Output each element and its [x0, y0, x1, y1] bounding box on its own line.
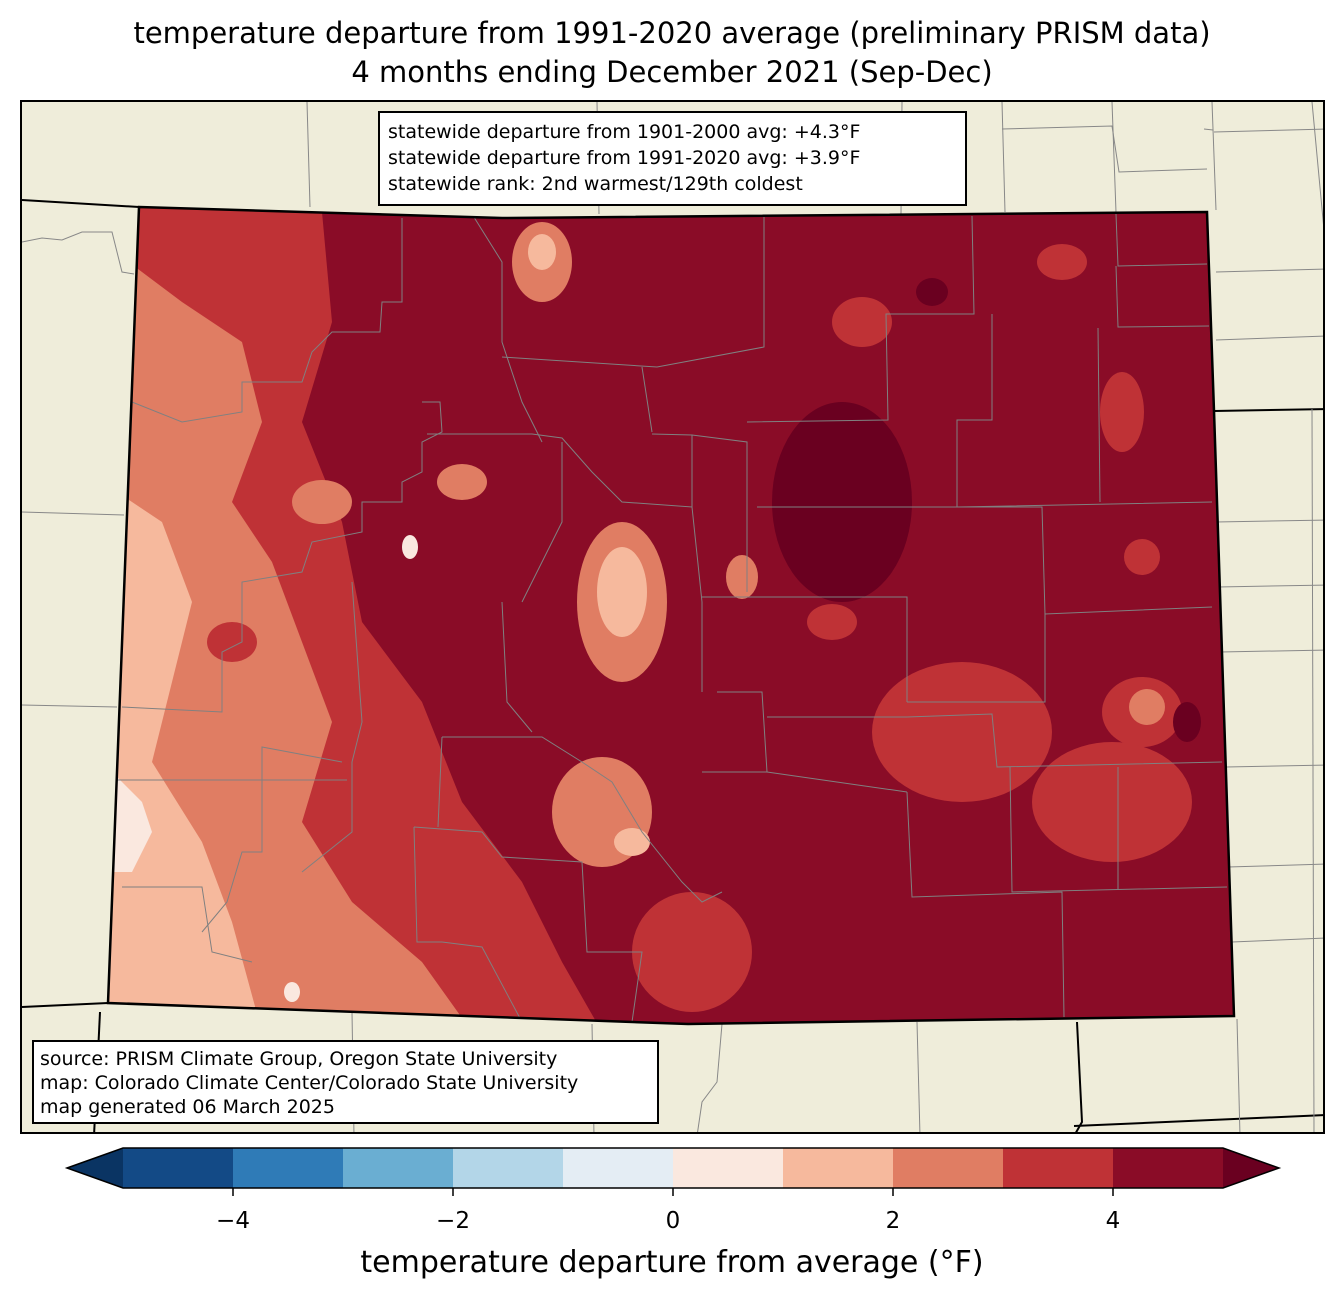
colorbar-extend-low — [67, 1148, 123, 1188]
statewide-stats-box: statewide departure from 1901-2000 avg: … — [378, 111, 967, 206]
map-credit-line: map: Colorado Climate Center/Colorado St… — [40, 1072, 579, 1094]
colorbar-outline — [64, 1147, 1282, 1189]
colorbar-bin-6 — [783, 1148, 894, 1188]
stats-departure-1901-2000: statewide departure from 1901-2000 avg: … — [388, 121, 861, 143]
colorbar-extend-high — [1223, 1148, 1279, 1188]
stats-rank: statewide rank: 2nd warmest/129th coldes… — [388, 173, 803, 195]
temperature-anomaly-field — [108, 207, 1234, 1024]
colorbar-bin-0 — [123, 1148, 234, 1188]
colorbar-tick-label: 2 — [886, 1208, 901, 1234]
generated-date-line: map generated 06 March 2025 — [40, 1096, 335, 1118]
colorbar-bin-9 — [1113, 1148, 1224, 1188]
colorado-temperature-map — [22, 102, 1323, 1132]
source-credit-box: source: PRISM Climate Group, Oregon Stat… — [32, 1040, 659, 1124]
colorbar-tick-label: −4 — [216, 1208, 250, 1234]
map-subtitle: 4 months ending December 2021 (Sep-Dec) — [351, 55, 993, 89]
stats-departure-1991-2020: statewide departure from 1991-2020 avg: … — [388, 147, 861, 169]
colorbar-tick-label: 4 — [1106, 1208, 1121, 1234]
colorbar-bin-3 — [453, 1148, 564, 1188]
colorbar-bin-4 — [563, 1148, 674, 1188]
map-title: temperature departure from 1991-2020 ave… — [133, 16, 1211, 50]
colorbar-bin-5 — [673, 1148, 784, 1188]
colorbar: −4 −2 0 2 4 — [64, 1147, 1282, 1234]
colorbar-bin-1 — [233, 1148, 344, 1188]
colorbar-tick-label: −2 — [436, 1208, 470, 1234]
colorbar-bin-2 — [343, 1148, 454, 1188]
colorbar-bin-8 — [1003, 1148, 1114, 1188]
colorbar-tick-label: 0 — [666, 1208, 681, 1234]
map-panel — [20, 100, 1325, 1134]
source-line: source: PRISM Climate Group, Oregon Stat… — [40, 1048, 558, 1070]
colorbar-label: temperature departure from average (°F) — [360, 1245, 984, 1280]
colorbar-bin-7 — [893, 1148, 1004, 1188]
county-lines — [112, 213, 1228, 1023]
colorado-border — [106, 205, 1236, 1026]
